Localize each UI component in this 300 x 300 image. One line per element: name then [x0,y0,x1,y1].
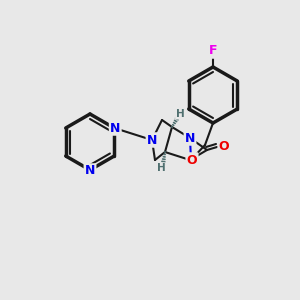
Text: N: N [110,122,120,134]
Text: N: N [147,134,157,146]
Text: N: N [185,131,195,145]
Text: F: F [209,44,217,58]
Text: O: O [187,154,197,166]
Text: O: O [219,140,229,154]
Text: N: N [85,164,95,178]
Text: H: H [157,163,165,173]
Text: H: H [176,109,184,119]
